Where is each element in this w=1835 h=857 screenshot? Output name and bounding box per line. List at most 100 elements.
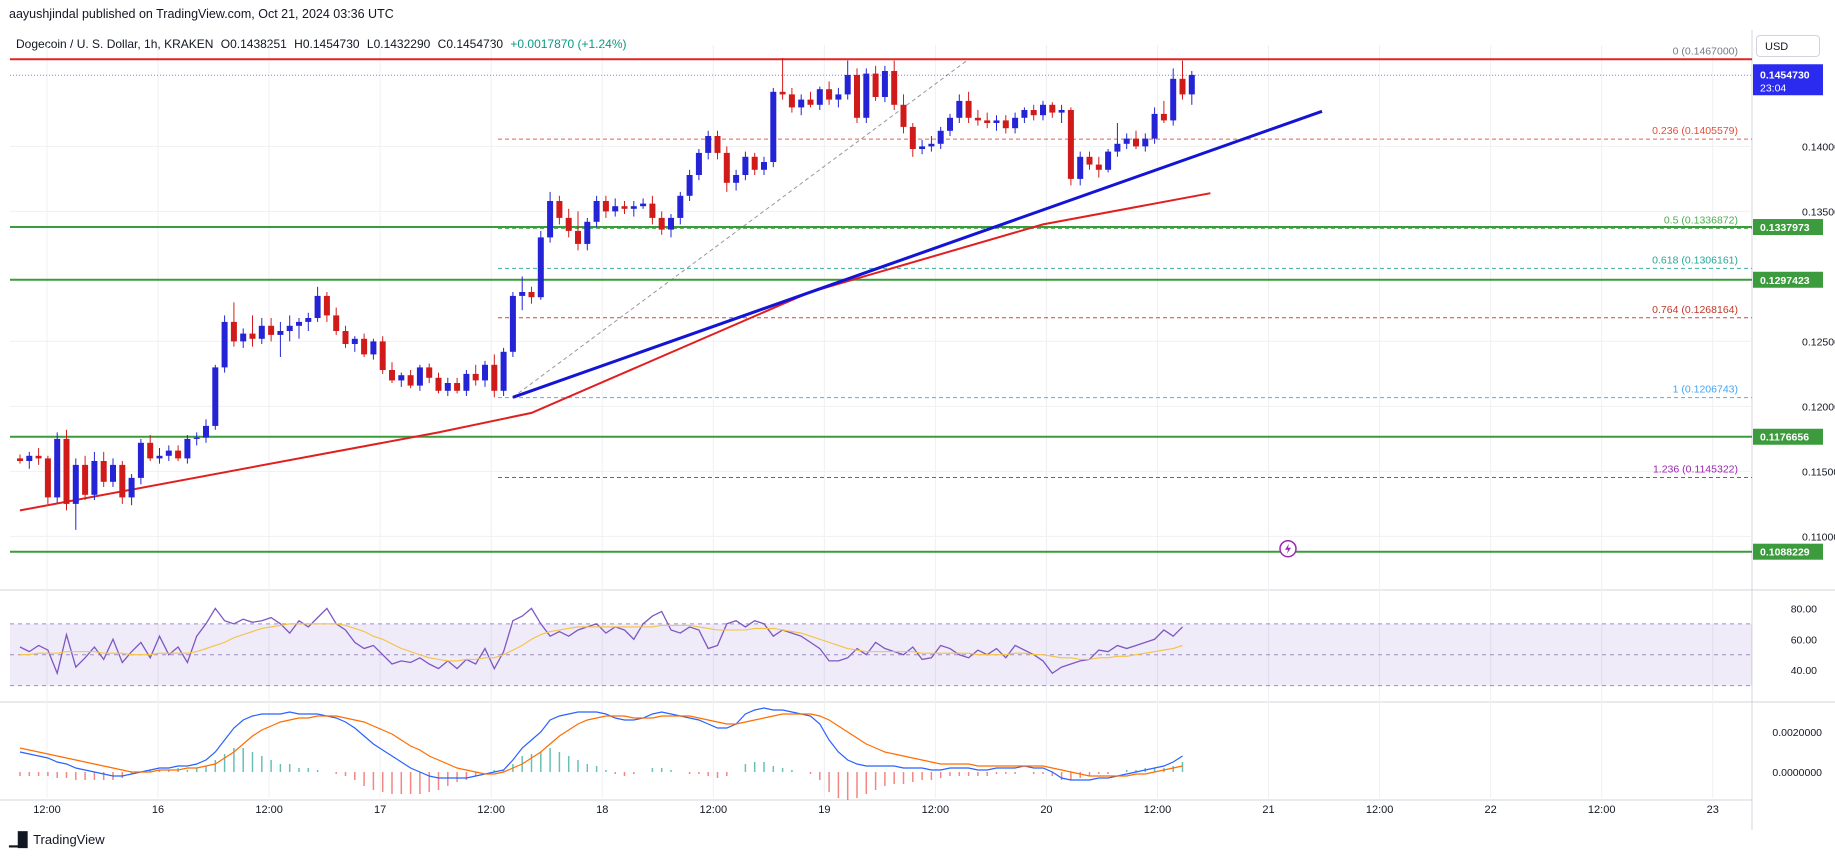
candle-body xyxy=(1058,110,1065,113)
candle-body xyxy=(1114,143,1121,152)
fib-level-label: 0.5 (0.1336872) xyxy=(1664,214,1738,226)
candle-body xyxy=(649,203,656,218)
candle-body xyxy=(44,458,51,498)
candle-body xyxy=(1179,78,1186,95)
candle-body xyxy=(119,464,126,498)
candle-body xyxy=(891,71,898,105)
candle-body xyxy=(612,206,619,212)
candle-body xyxy=(1142,138,1149,147)
candle-body xyxy=(230,321,237,342)
rsi-line xyxy=(19,607,1183,676)
candle-body xyxy=(686,175,693,196)
candle-body xyxy=(379,341,386,370)
candle-body xyxy=(584,221,591,244)
candle-body xyxy=(965,100,972,118)
candle-body xyxy=(193,437,200,439)
x-tick-label: 12:00 xyxy=(922,804,950,816)
candle-body xyxy=(444,383,451,391)
trend-line xyxy=(512,109,1323,399)
candle-body xyxy=(826,89,833,100)
candle-body xyxy=(593,201,600,222)
x-tick-label: 12:00 xyxy=(33,804,61,816)
candle-body xyxy=(128,477,135,498)
y-tick-label: 0.1100000 xyxy=(1802,531,1835,543)
candle-body xyxy=(110,464,116,482)
candle-body xyxy=(695,152,702,175)
candle-body xyxy=(1012,117,1019,129)
candle-body xyxy=(268,325,275,335)
candle-body xyxy=(426,367,433,378)
candle-body xyxy=(854,74,860,118)
candle-body xyxy=(212,367,219,426)
candle-body xyxy=(1123,138,1130,144)
candle-body xyxy=(156,455,163,459)
candle-body xyxy=(1170,78,1177,121)
candle-body xyxy=(258,325,265,339)
y-tick-label: 0.1200000 xyxy=(1802,401,1835,413)
candle-body xyxy=(509,295,516,352)
candle-body xyxy=(277,331,284,335)
candle-body xyxy=(956,100,963,118)
y-tick-label: 0.1350000 xyxy=(1802,206,1835,218)
candle-body xyxy=(798,99,805,108)
candle-body xyxy=(323,295,330,316)
candle-body xyxy=(454,383,461,391)
candle-body xyxy=(621,206,628,209)
x-tick-label: 21 xyxy=(1262,804,1274,816)
x-tick-label: 19 xyxy=(818,804,830,816)
candle-body xyxy=(528,292,535,298)
candle-body xyxy=(658,217,665,230)
macd-tick-label: 0.0020000 xyxy=(1772,727,1822,739)
candle-body xyxy=(1002,120,1009,129)
x-tick-label: 12:00 xyxy=(255,804,283,816)
x-tick-label: 12:00 xyxy=(477,804,505,816)
candle-body xyxy=(221,321,228,368)
candle-body xyxy=(1040,104,1046,116)
level-price-tag xyxy=(1753,271,1823,288)
candle-body xyxy=(547,201,554,238)
candle-body xyxy=(937,130,944,144)
rsi-ma-line xyxy=(20,623,1183,662)
candle-body xyxy=(872,73,879,97)
candle-body xyxy=(333,315,340,331)
candle-body xyxy=(1030,110,1037,116)
candle-body xyxy=(881,71,888,97)
candle-body xyxy=(91,461,98,495)
candle-body xyxy=(714,136,721,153)
candle-body xyxy=(26,455,33,461)
y-tick-label: 0.1150000 xyxy=(1802,466,1835,478)
symbol-name[interactable]: Dogecoin / U. S. Dollar, 1h, KRAKEN xyxy=(16,37,214,51)
candle-body xyxy=(900,104,907,127)
candle-body xyxy=(240,333,247,342)
candle-body xyxy=(807,99,814,105)
candle-body xyxy=(677,195,684,218)
level-price-tag xyxy=(1753,219,1823,236)
high-value: H0.1454730 xyxy=(294,37,360,51)
symbol-legend: Dogecoin / U. S. Dollar, 1h, KRAKEN O0.1… xyxy=(16,37,630,51)
level-price-tag xyxy=(1753,428,1823,445)
candle-body xyxy=(705,136,712,153)
candle-body xyxy=(993,120,1000,123)
candle-body xyxy=(1160,113,1167,121)
candle-body xyxy=(249,333,256,339)
y-tick-label: 0.1400000 xyxy=(1802,141,1835,153)
candle-body xyxy=(844,74,851,95)
current-price-label: 0.1454730 xyxy=(1760,69,1810,81)
fib-level-label: 0.236 (0.1405579) xyxy=(1652,125,1738,137)
candle-body xyxy=(1086,156,1093,165)
candle-body xyxy=(305,318,312,322)
currency-button[interactable]: USD xyxy=(1756,35,1820,57)
candle-body xyxy=(565,217,572,231)
x-tick-label: 17 xyxy=(374,804,386,816)
candle-body xyxy=(640,203,647,207)
candle-body xyxy=(742,156,749,175)
candle-body xyxy=(602,201,609,212)
level-price-label: 0.1297423 xyxy=(1760,275,1810,287)
candle-body xyxy=(909,126,916,149)
candle-body xyxy=(500,351,507,391)
tradingview-brand[interactable]: ▁█ TradingView xyxy=(9,831,105,848)
low-value: L0.1432290 xyxy=(366,37,431,51)
change-value: +0.0017870 (+1.24%) xyxy=(510,37,627,51)
candle-body xyxy=(1188,74,1195,95)
